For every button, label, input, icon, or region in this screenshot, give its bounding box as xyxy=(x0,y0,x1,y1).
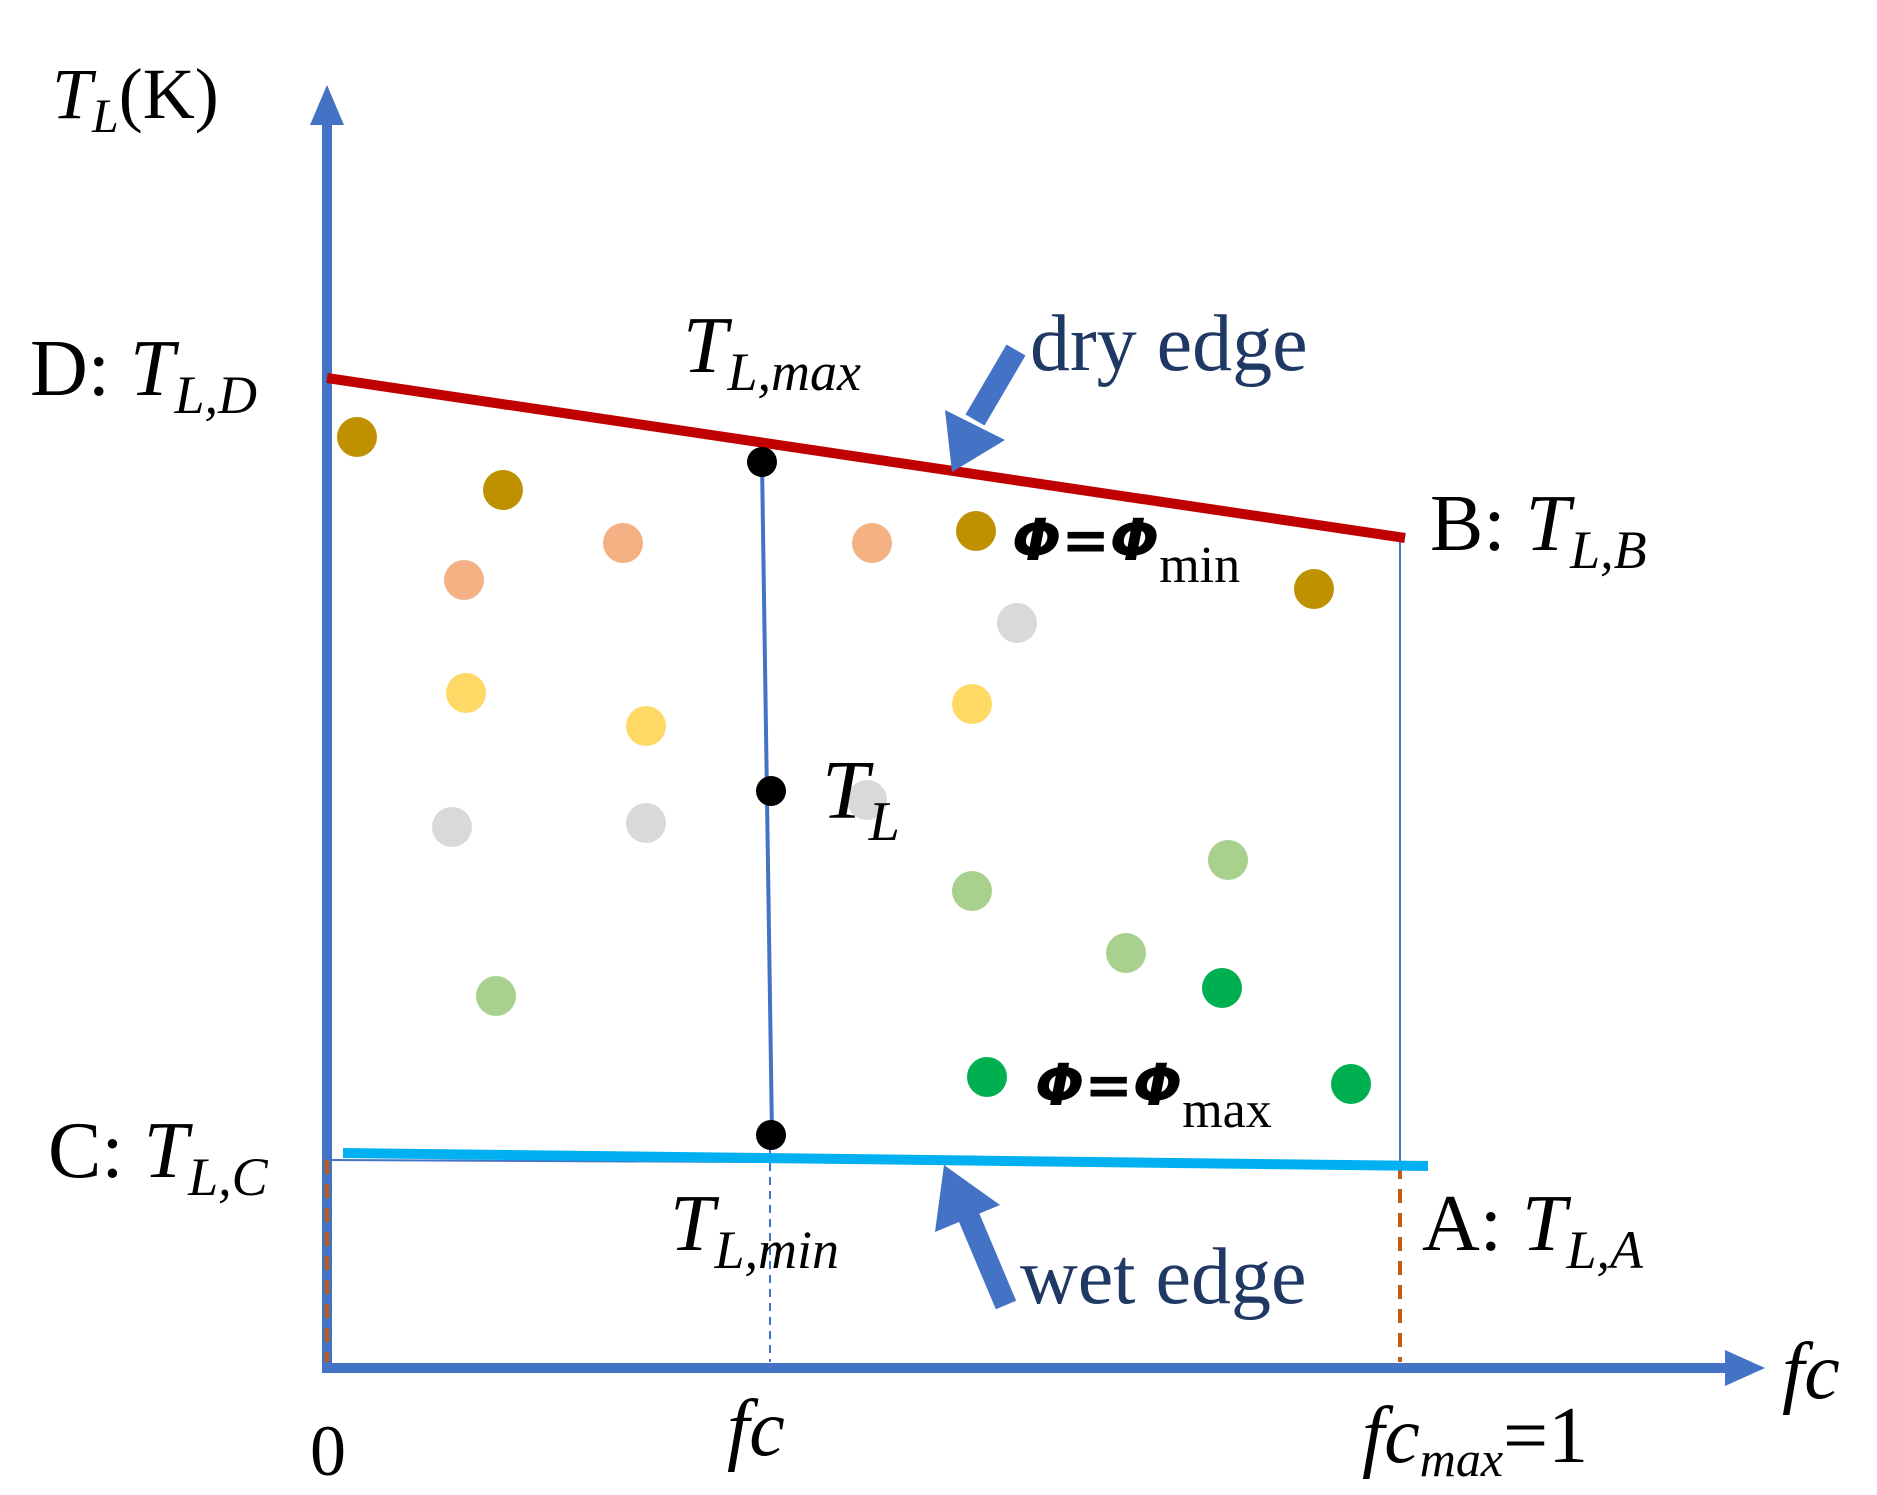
dry-edge-label: dry edge xyxy=(1030,300,1308,388)
dot xyxy=(476,976,516,1016)
point-b-label: B: TL,B xyxy=(1430,480,1647,580)
x-tick-fcmax: fcmax=1 xyxy=(1362,1392,1588,1487)
dot xyxy=(626,803,666,843)
wet-edge-label: wet edge xyxy=(1020,1233,1307,1321)
dot xyxy=(967,1057,1007,1097)
point-a-label: A: TL,A xyxy=(1422,1180,1644,1280)
dot xyxy=(1294,569,1334,609)
dot xyxy=(603,523,643,563)
phi-max-label: Φ=Φmax xyxy=(1035,1051,1272,1139)
pixel-dots xyxy=(337,417,1371,1104)
dot xyxy=(626,706,666,746)
dot xyxy=(956,511,996,551)
dot xyxy=(852,523,892,563)
dot xyxy=(1202,968,1242,1008)
dot xyxy=(444,560,484,600)
wet-edge-arrow xyxy=(935,1165,1017,1310)
dry-edge-arrow xyxy=(945,344,1026,472)
dot xyxy=(952,871,992,911)
wet-edge-line xyxy=(342,1148,1429,1171)
tl-marker xyxy=(756,776,786,806)
dot xyxy=(997,603,1037,643)
tl-min-marker xyxy=(756,1120,786,1150)
point-d-label: D: TL,D xyxy=(30,325,257,425)
x-axis-arrowhead xyxy=(1725,1350,1765,1386)
dot xyxy=(952,684,992,724)
y-axis-arrowhead xyxy=(310,85,344,125)
dry-edge-line xyxy=(326,373,1406,543)
dot xyxy=(1106,933,1146,973)
dot xyxy=(337,417,377,457)
x-axis-label: fc xyxy=(1782,1328,1840,1416)
phi-min-label: Φ=Φmin xyxy=(1012,506,1240,594)
tl-max-marker xyxy=(747,447,777,477)
y-axis-label: TL(K) xyxy=(52,54,219,143)
point-c-label: C: TL,C xyxy=(48,1107,269,1207)
dot xyxy=(1331,1064,1371,1104)
dot xyxy=(483,470,523,510)
tl-label: TL xyxy=(822,744,900,853)
tl-min-label: TL,min xyxy=(670,1180,839,1280)
dot xyxy=(847,780,887,820)
dot xyxy=(432,807,472,847)
x-tick-fc: fc xyxy=(727,1385,785,1473)
x-tick-origin: 0 xyxy=(310,1411,346,1491)
dot xyxy=(446,673,486,713)
dot xyxy=(1208,840,1248,880)
tl-max-label: TL,max xyxy=(683,302,861,402)
